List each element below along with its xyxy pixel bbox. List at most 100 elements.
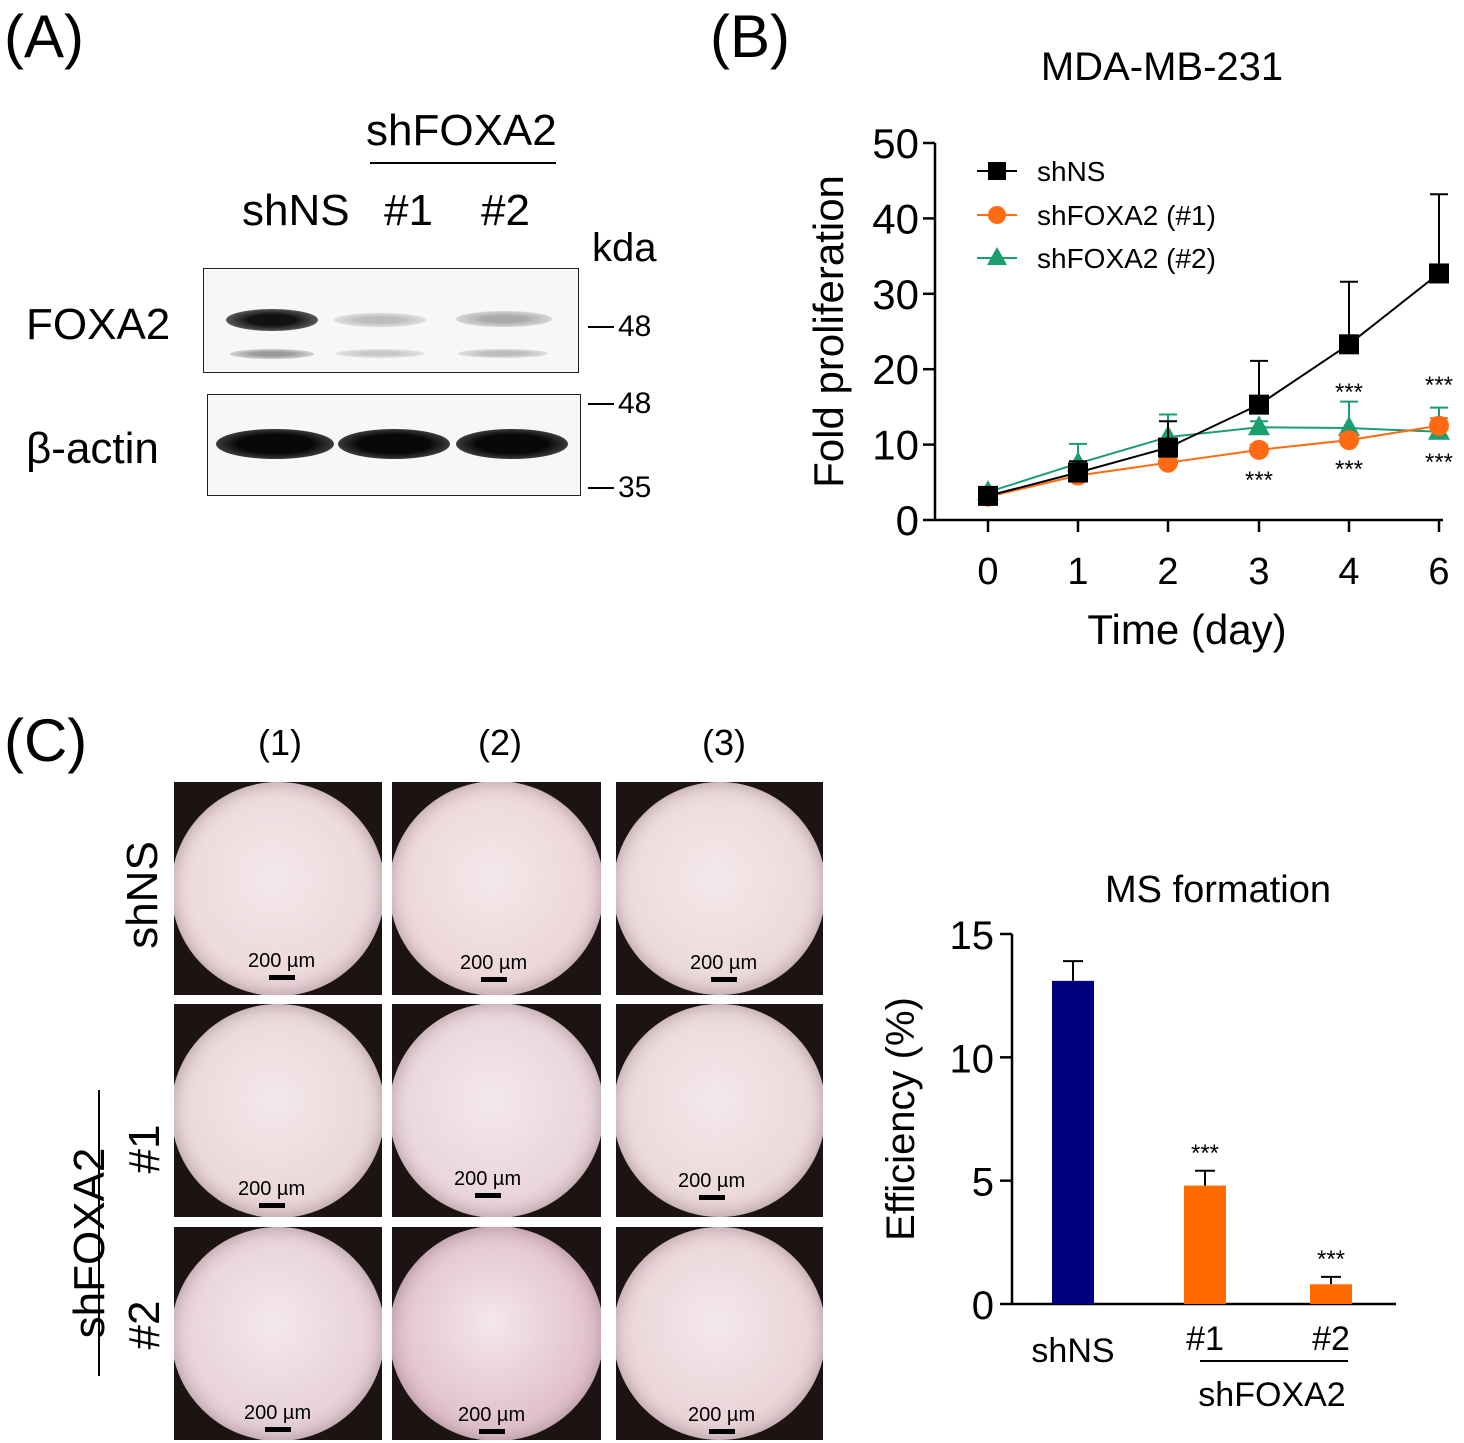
row-label-shns: shNS [118,841,167,949]
culture-dish [616,1227,823,1440]
marker-tick [588,487,614,489]
scale-bar-label: 200 µm [454,1168,522,1190]
legend-label: shNS [1037,156,1105,187]
series-line [987,272,1440,497]
scale-bar-label: 200 µm [248,950,316,972]
data-point [1249,394,1269,415]
legend-marker [988,206,1006,224]
legend-label: shFOXA2 (#2) [1037,243,1216,274]
row-label-foxa2: FOXA2 [26,300,171,349]
bar [1310,1284,1352,1304]
data-point [1068,462,1088,483]
band-foxa2-lower-1 [336,349,424,358]
foxa2-blot [203,268,579,373]
group-label: shFOXA2 [1198,1376,1345,1414]
significance-mark: *** [1317,1246,1345,1273]
column-label-2: (2) [478,722,522,763]
microscopy-image [174,1227,382,1440]
scale-bar-label: 200 µm [244,1402,312,1424]
microscopy-image [616,782,823,995]
marker-48-b: 48 [618,387,652,420]
band-actin-2 [456,429,568,459]
y-tick-label: 5 [972,1161,994,1205]
scale-bar-line [710,977,737,982]
data-point [1429,263,1449,284]
legend-label: shFOXA2 (#1) [1037,200,1216,231]
significance-mark: *** [1425,372,1453,399]
marker-48-a: 48 [618,310,652,343]
series-line [987,424,1440,498]
category-label: #2 [1312,1320,1350,1358]
significance-mark: *** [1425,449,1453,476]
scale-bar-line [480,977,507,982]
scale-bar-label: 200 µm [688,1404,756,1426]
series-3 [977,400,1450,501]
panel-a-label: (A) [4,3,84,70]
marker-35: 35 [618,471,652,504]
x-tick-label: 1 [1067,551,1088,593]
y-axis-label: Efficiency (%) [879,997,923,1241]
y-tick-label: 10 [950,1037,995,1081]
y-tick-label: 50 [872,120,919,167]
culture-dish [616,782,823,995]
y-tick-label: 30 [872,271,919,318]
y-tick-label: 10 [872,422,919,469]
panel-c-label: (C) [4,707,88,774]
band-actin-1 [338,429,450,459]
scale-bar: 200 µm [244,1402,311,1432]
scale-bar: 200 µm [690,952,757,982]
x-tick-label: 2 [1157,551,1178,593]
y-tick-label: 0 [896,497,919,544]
data-point [1338,416,1360,437]
band-foxa2-lower-2 [458,349,548,358]
data-point [1248,415,1270,436]
scale-bar-line [478,1429,505,1434]
column-label-3: (3) [702,722,746,763]
band-foxa2-lower-shns [230,349,314,359]
actin-blot [207,394,581,496]
band-foxa2-shns [226,309,318,331]
microscopy-image [174,1004,382,1217]
x-tick-label: 3 [1248,551,1269,593]
legend-marker [988,162,1006,180]
blot-group-label: shFOXA2 [366,106,557,155]
panel-b-label: (B) [710,3,790,70]
scale-bar-label: 200 µm [678,1170,746,1192]
bar [1184,1185,1226,1304]
significance-mark: *** [1245,467,1273,494]
x-tick-label: 0 [977,551,998,593]
row-label-1: #1 [120,1124,169,1174]
scale-bar: 200 µm [688,1404,755,1434]
blot-group-line [370,162,556,164]
row-label-shfoxa2: shFOXA2 [65,1147,114,1339]
scale-bar-label: 200 µm [460,952,528,974]
category-label: #1 [1186,1320,1224,1358]
microscopy-image [616,1227,823,1440]
culture-dish [174,782,382,995]
data-point [1158,437,1178,458]
microscopy-image [174,782,382,995]
microscopy-image [392,1227,601,1440]
x-tick-label: 4 [1338,551,1359,593]
lane-label-2: #2 [481,186,530,235]
scale-bar-label: 200 µm [690,952,758,974]
culture-dish [392,1227,601,1440]
x-tick-label: 6 [1428,551,1449,593]
scale-bar: 200 µm [248,950,315,980]
microscopy-image [616,1004,823,1217]
data-point [1249,439,1269,460]
lane-label-1: #1 [384,186,433,235]
scale-bar: 200 µm [458,1404,525,1434]
culture-dish [392,782,601,995]
culture-dish [392,1004,601,1217]
row-group-line [98,1090,100,1376]
marker-tick [588,403,614,405]
data-point [1158,452,1178,473]
x-axis-label: Time (day) [1087,606,1286,653]
band-foxa2-1 [334,313,426,327]
scale-bar: 200 µm [678,1170,745,1200]
culture-dish [616,1004,823,1217]
chart-title: MDA-MB-231 [1041,45,1283,89]
row-label-2: #2 [120,1300,169,1350]
y-tick-label: 0 [972,1284,994,1328]
